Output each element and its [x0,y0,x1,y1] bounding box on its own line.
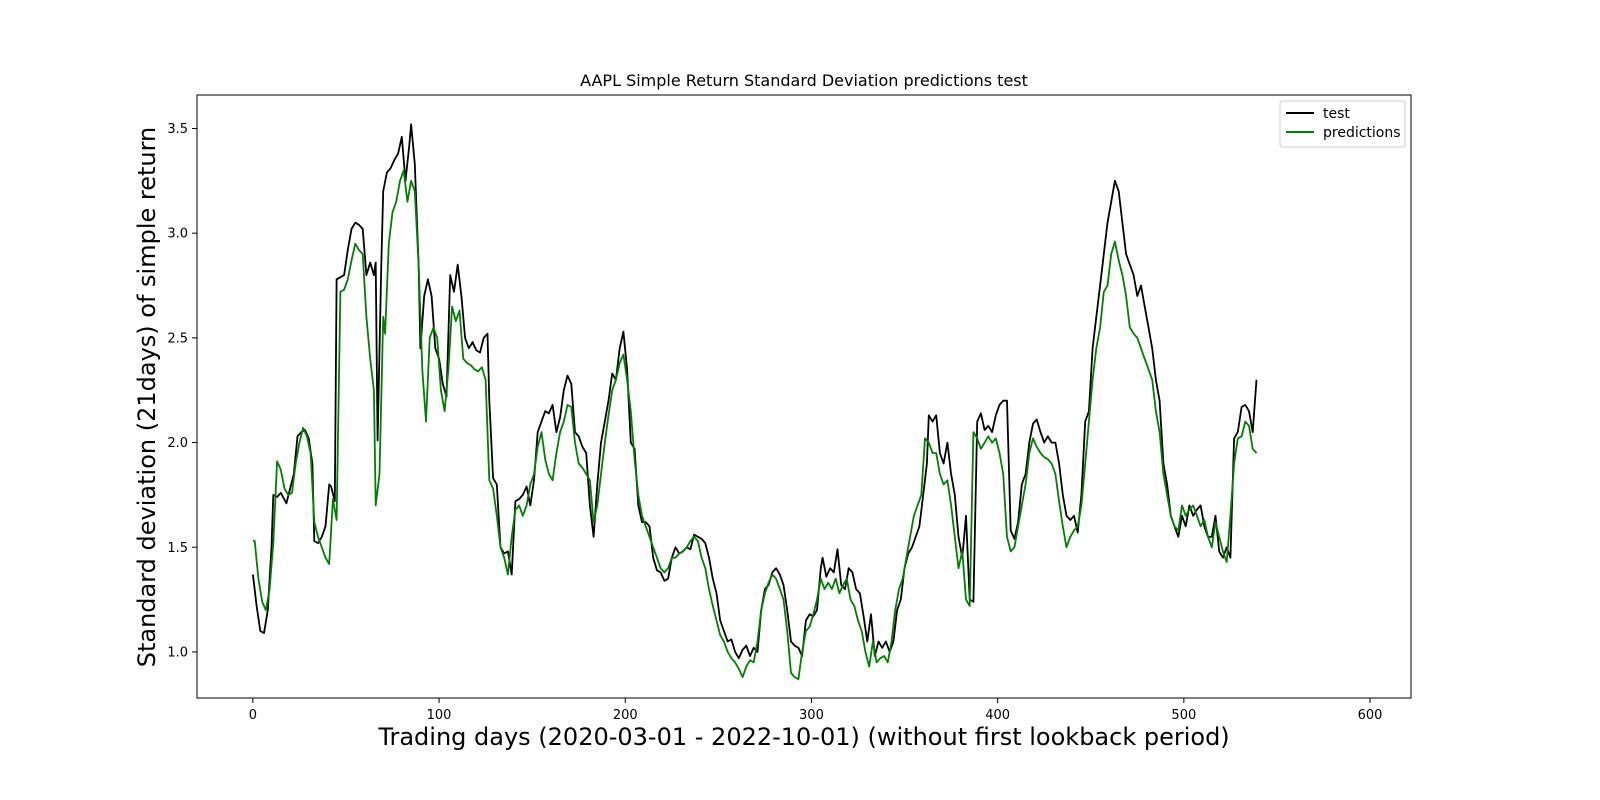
x-tick-label: 600 [1358,708,1383,723]
series-line-test [252,123,1258,660]
x-axis: 0 100 200 300 400 500 600 [249,698,1383,723]
x-tick-label: 500 [1171,708,1196,723]
y-tick-label: 2.5 [167,331,188,346]
x-tick-label: 400 [985,708,1010,723]
x-tick-label: 0 [249,708,257,723]
legend: test predictions [1279,100,1406,148]
y-tick-label: 1.5 [167,541,188,556]
x-tick-label: 100 [427,708,452,723]
y-tick-label: 3.5 [167,122,188,137]
y-axis: 1.0 1.5 2.0 2.5 3.0 3.5 [167,122,197,660]
series-line-predictions [252,169,1258,681]
y-tick-label: 1.0 [167,645,188,660]
legend-label-test: test [1323,106,1350,122]
x-axis-label: Trading days (2020-03-01 - 2022-10-01) (… [377,723,1229,751]
y-tick-label: 2.0 [167,436,188,451]
x-tick-label: 300 [799,708,824,723]
y-tick-label: 3.0 [167,227,188,242]
series-layer [252,123,1258,681]
plot-frame [196,94,1412,699]
chart-title: AAPL Simple Return Standard Deviation pr… [580,71,1028,90]
legend-label-predictions: predictions [1323,125,1401,141]
y-axis-label: Standard deviation (21days) of simple re… [133,127,161,668]
x-tick-label: 200 [613,708,638,723]
